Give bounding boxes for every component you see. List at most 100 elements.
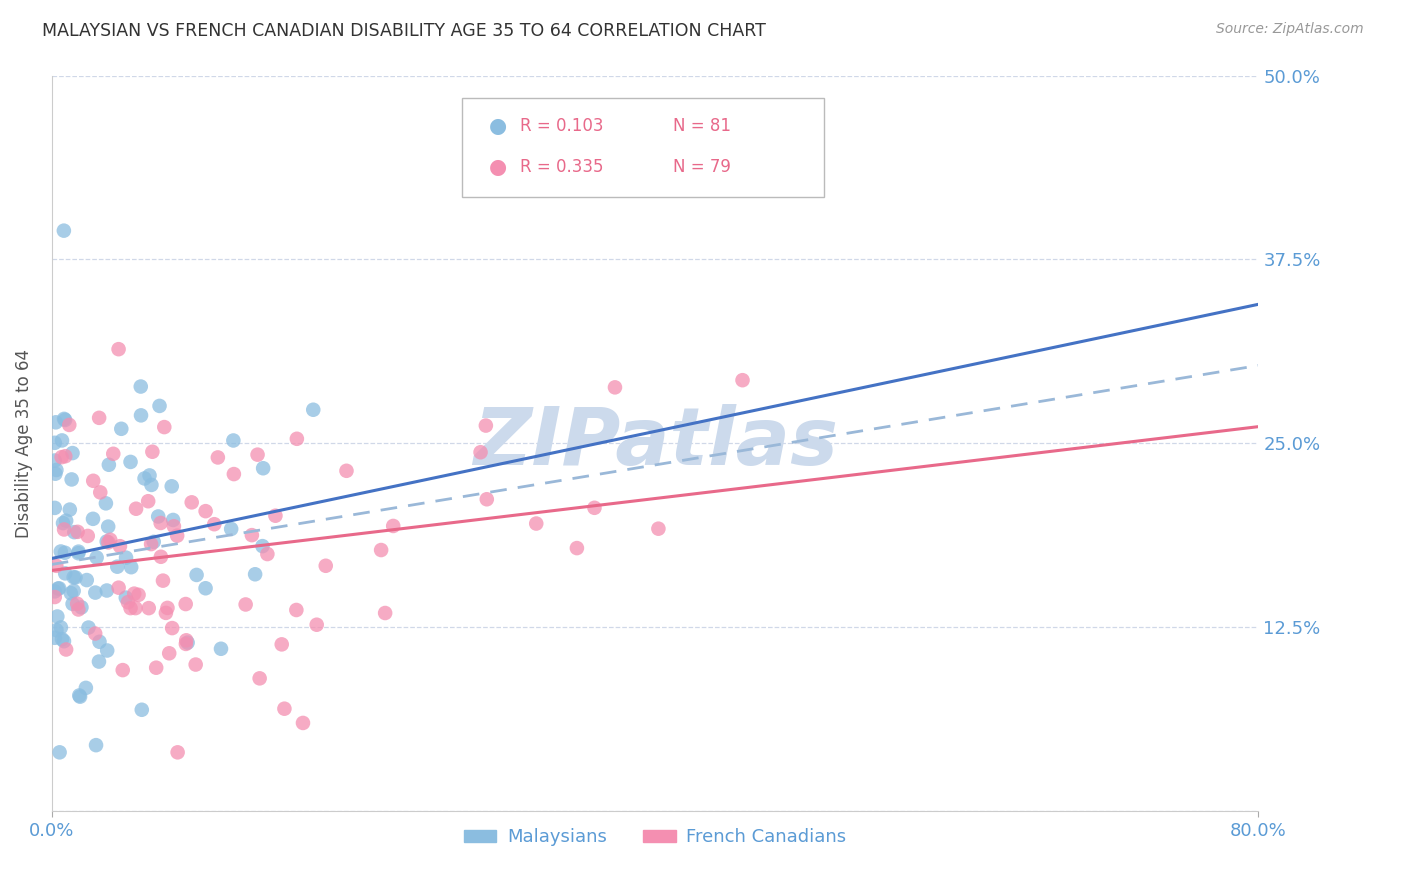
Point xyxy=(219,522,242,536)
Point xyxy=(62,570,84,584)
Point xyxy=(69,690,91,704)
Point xyxy=(96,643,118,657)
Point xyxy=(374,606,396,620)
Point xyxy=(53,412,76,426)
Text: MALAYSIAN VS FRENCH CANADIAN DISABILITY AGE 35 TO 64 CORRELATION CHART: MALAYSIAN VS FRENCH CANADIAN DISABILITY … xyxy=(42,22,766,40)
Point xyxy=(46,609,69,624)
Point xyxy=(44,467,66,481)
Point xyxy=(731,373,754,387)
Point xyxy=(240,528,263,542)
Text: Source: ZipAtlas.com: Source: ZipAtlas.com xyxy=(1216,22,1364,37)
Point xyxy=(315,558,337,573)
Point xyxy=(108,539,131,553)
Point xyxy=(48,745,70,759)
Point xyxy=(44,453,66,467)
Point xyxy=(44,590,66,604)
Point xyxy=(97,458,120,472)
Point xyxy=(45,558,67,573)
Point xyxy=(148,509,170,524)
Point xyxy=(120,455,142,469)
Point xyxy=(48,582,70,596)
Point xyxy=(273,702,295,716)
Point xyxy=(180,495,202,509)
Point xyxy=(129,409,152,423)
Point xyxy=(194,581,217,595)
Point xyxy=(120,560,142,574)
Point xyxy=(382,519,405,533)
Point xyxy=(222,434,245,448)
Point xyxy=(49,620,72,634)
Point xyxy=(44,631,66,645)
Text: R = 0.103: R = 0.103 xyxy=(520,117,603,135)
Text: R = 0.335: R = 0.335 xyxy=(520,159,603,177)
Point xyxy=(335,464,357,478)
Point xyxy=(114,591,136,605)
Point xyxy=(475,418,498,433)
Point xyxy=(58,417,80,432)
Point xyxy=(184,657,207,672)
Text: N = 81: N = 81 xyxy=(673,117,731,135)
Point xyxy=(160,479,183,493)
Point xyxy=(84,585,107,599)
Point xyxy=(75,681,97,695)
Point xyxy=(46,582,69,596)
Point xyxy=(51,632,73,647)
Point xyxy=(105,559,128,574)
Point xyxy=(103,447,125,461)
Point xyxy=(141,444,163,458)
Point xyxy=(475,492,498,507)
Point xyxy=(96,534,118,549)
Point xyxy=(53,413,76,427)
Point xyxy=(148,399,170,413)
Point xyxy=(155,606,177,620)
Point xyxy=(163,519,186,533)
Point xyxy=(53,634,76,648)
Point xyxy=(62,597,84,611)
Point xyxy=(89,485,111,500)
Point xyxy=(67,546,90,560)
Point xyxy=(647,522,669,536)
Point xyxy=(51,450,73,464)
Point xyxy=(174,633,197,648)
Point xyxy=(55,642,77,657)
Point xyxy=(62,583,84,598)
Point xyxy=(156,600,179,615)
Point xyxy=(202,517,225,532)
Point xyxy=(141,478,163,492)
Point xyxy=(209,641,232,656)
Point xyxy=(252,539,274,553)
Point xyxy=(153,420,176,434)
Point xyxy=(246,448,269,462)
Point xyxy=(122,587,145,601)
Point xyxy=(96,583,118,598)
Point xyxy=(285,432,308,446)
Point xyxy=(136,494,159,508)
Point xyxy=(291,715,314,730)
Point xyxy=(49,544,72,558)
Point xyxy=(145,661,167,675)
Point xyxy=(134,471,156,485)
Point xyxy=(53,523,76,537)
Point xyxy=(243,567,266,582)
Point xyxy=(111,663,134,677)
Point xyxy=(124,601,146,615)
FancyBboxPatch shape xyxy=(463,97,824,197)
Point xyxy=(52,516,75,530)
Point xyxy=(603,380,626,394)
Point xyxy=(110,422,132,436)
Point xyxy=(86,550,108,565)
Point xyxy=(67,689,90,703)
Point xyxy=(44,435,66,450)
Point xyxy=(138,468,160,483)
Point xyxy=(63,525,86,540)
Point xyxy=(252,461,274,475)
Point xyxy=(115,550,138,565)
Point xyxy=(66,597,89,611)
Point xyxy=(89,410,111,425)
Point xyxy=(60,472,83,486)
Point xyxy=(128,588,150,602)
Point xyxy=(120,601,142,615)
Point xyxy=(285,603,308,617)
Text: ●: ● xyxy=(488,116,506,136)
Point xyxy=(107,581,129,595)
